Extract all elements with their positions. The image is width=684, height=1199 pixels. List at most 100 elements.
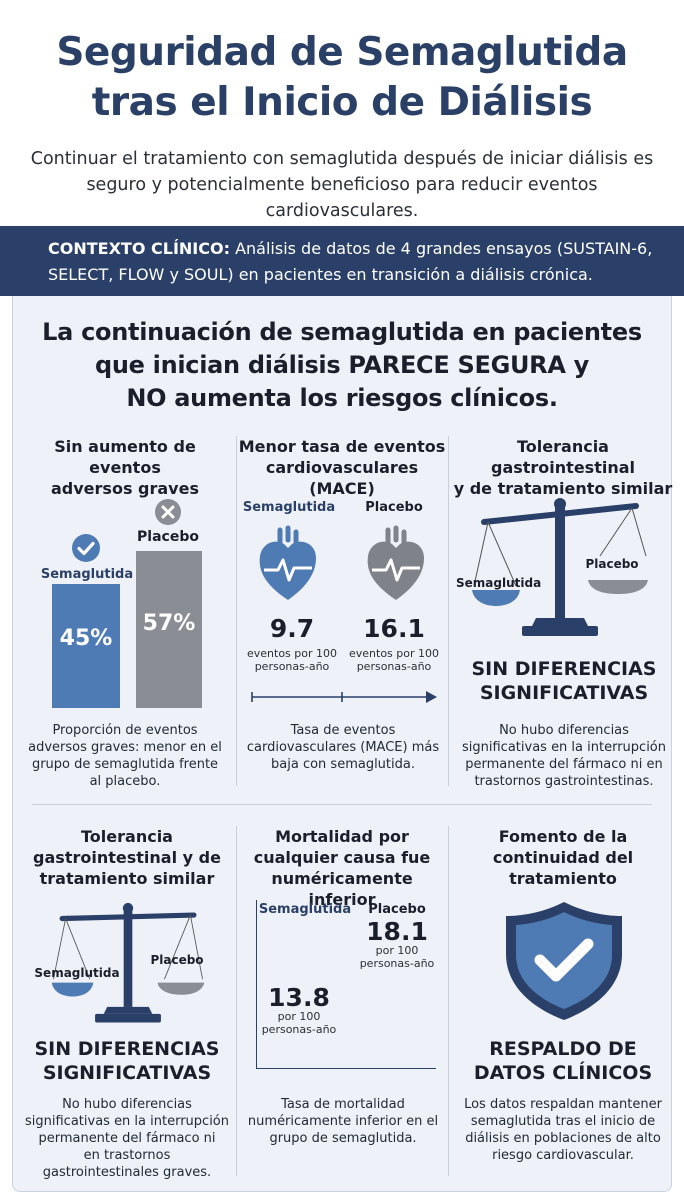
mace-unit-line2b: personas-año [356,660,432,673]
continuity-title: Fomento de la continuidad del tratamient… [452,826,674,889]
tolerance-top-title-line2: y de tratamiento similar [453,479,673,498]
findings-panel [12,296,672,1192]
continuity-result-line2: DATOS CLÍNICOS [473,1062,653,1084]
adverse-semaglutide-label: Semaglutida [40,567,134,582]
mace-caption-line3: baja con semaglutida. [271,757,415,772]
tolerance-top-placebo-label: Placebo [585,557,639,571]
page-title: Seguridad de Semaglutida tras el Inicio … [0,28,684,128]
arrow-right-icon [251,691,437,703]
mace-placebo-unit: eventos por 100 personas-año [346,647,442,673]
page-title-line2: tras el Inicio de Diálisis [91,80,593,125]
continuity-result-line1: RESPALDO DE [489,1038,637,1060]
context-text1: Análisis de datos de 4 grandes ensayos (… [229,239,653,258]
tolerance-bottom-result-line2: SIGNIFICATIVAS [42,1062,212,1084]
mace-unit-line1: eventos por 100 [246,647,337,660]
subtitle-line2: seguro y potencialmente beneficioso para… [86,175,598,221]
adverse-caption-line4: al placebo. [89,774,161,789]
divider-vertical-1a [236,436,237,786]
adverse-caption-line2: adversos graves: menor en el [28,740,222,755]
mortality-title-line2: cualquier causa fue [253,848,431,867]
mortality-semaglutide-unit-line2: personas-año [261,1023,337,1036]
mace-semaglutide-unit: eventos por 100 personas-año [244,647,340,673]
mace-unit-line1b: eventos por 100 [348,647,439,660]
mortality-placebo-label: Placebo [368,902,426,917]
tolerance-bottom-title-line1: Tolerancia [81,827,173,846]
mortality-placebo-unit-line2: personas-año [359,957,435,970]
tolerance-top-caption-line1: No hubo diferencias [499,723,629,738]
bar-semaglutide: 45% [52,584,120,708]
adverse-title-line1: Sin aumento de eventos [54,437,196,477]
mace-unit-line2: personas-año [254,660,330,673]
mace-title-line1: Menor tasa de eventos [238,437,446,456]
tolerance-bottom-caption-line4: en trastornos [83,1148,171,1163]
context-line2: SELECT, FLOW y SOUL) en pacientes en tra… [48,265,593,284]
mortality-caption-line2: numéricamente inferior en el [247,1114,439,1129]
subtitle-line1: Continuar el tratamiento con semaglutida… [30,149,654,169]
heart-icon [367,525,424,600]
headline-line1: La continuación de semaglutida en pacien… [42,318,642,346]
headline-line2: que inician diálisis PARECE SEGURA y [94,351,590,379]
tolerance-top-result-line1: SIN DIFERENCIAS [471,658,657,680]
adverse-caption: Proporción de eventos adversos graves: m… [24,722,226,790]
continuity-result: RESPALDO DE DATOS CLÍNICOS [452,1037,674,1085]
mace-semaglutide-value: 9.7 [269,614,315,643]
mace-caption: Tasa de eventos cardiovasculares (MACE) … [240,722,446,773]
tolerance-bottom-caption: No hubo diferencias significativas en la… [22,1096,232,1181]
mortality-semaglutide-unit: por 100 personas-año [254,1010,344,1036]
context-label: CONTEXTO CLÍNICO: [48,239,230,258]
adverse-events-title: Sin aumento de eventos adversos graves [22,436,228,499]
tolerance-bottom-caption-line3: permanente del fármaco ni [38,1131,216,1146]
mace-title-line2: cardiovasculares (MACE) [265,458,419,498]
mortality-axis-base [256,1068,436,1069]
mace-title: Menor tasa de eventos cardiovasculares (… [238,436,446,499]
continuity-caption-line4: riesgo cardiovascular. [492,1148,634,1163]
tolerance-title-top: Tolerancia gastrointestinal y de tratami… [450,436,676,499]
bar-placebo-value: 57% [142,611,196,637]
continuity-caption: Los datos respaldan mantener semaglutida… [452,1096,674,1164]
tolerance-bottom-title-line2: gastrointestinal y de [33,848,221,867]
shield-check-icon [506,902,622,1020]
key-finding-headline: La continuación de semaglutida en pacien… [0,316,684,415]
mortality-title-line3: numéricamente inferior [271,869,413,909]
tolerance-top-title-line1: Tolerancia gastrointestinal [490,437,635,477]
tolerance-top-caption: No hubo diferencias significativas en la… [452,722,676,790]
tolerance-bottom-caption-line2: significativas en la interrupción [25,1114,229,1129]
tolerance-bottom-result-line1: SIN DIFERENCIAS [34,1038,220,1060]
tolerance-bottom-caption-line5: gastrointestinales graves. [42,1165,212,1180]
balance-scale-icon [51,902,205,1023]
divider-vertical-2b [448,826,449,1176]
continuity-caption-line3: diálisis en poblaciones de alto [465,1131,661,1146]
mortality-semaglutide-unit-line1: por 100 [277,1010,321,1023]
tolerance-top-caption-line2: significativas en la interrupción [462,740,666,755]
mortality-placebo-unit-line1: por 100 [375,944,419,957]
mace-caption-line2: cardiovasculares (MACE) más [246,740,440,755]
continuity-title-line3: tratamiento [509,869,617,888]
tolerance-bottom-title-line3: tratamiento similar [39,869,215,888]
mace-placebo-label: Placebo [365,500,423,515]
mace-semaglutide-label: Semaglutida [242,500,336,515]
divider-vertical-1b [236,826,237,1176]
tolerance-top-result: SIN DIFERENCIAS SIGNIFICATIVAS [452,657,676,705]
mortality-semaglutide-value: 13.8 [268,983,330,1012]
adverse-title-line2: adversos graves [51,479,199,498]
tolerance-top-semaglutide-label: Semaglutida [456,576,542,590]
tolerance-bottom-semaglutide-label: Semaglutida [34,966,120,980]
tolerance-top-result-line2: SIGNIFICATIVAS [479,682,649,704]
context-line1: CONTEXTO CLÍNICO: Análisis de datos de 4… [48,236,668,262]
mace-caption-line1: Tasa de eventos [290,723,396,738]
clinical-context-banner: CONTEXTO CLÍNICO: Análisis de datos de 4… [0,226,684,296]
mortality-placebo-unit: por 100 personas-año [352,944,442,970]
mortality-semaglutide-label: Semaglutida [258,902,352,917]
mortality-caption: Tasa de mortalidad numéricamente inferio… [240,1096,446,1147]
bar-placebo: 57% [136,551,202,708]
adverse-placebo-label: Placebo [137,529,199,545]
mortality-axis [256,900,257,1068]
check-icon [72,534,100,562]
mortality-caption-line3: grupo de semaglutida. [269,1131,417,1146]
continuity-caption-line1: Los datos respaldan mantener [464,1097,662,1112]
tolerance-title-bottom: Tolerancia gastrointestinal y de tratami… [22,826,232,889]
tolerance-top-caption-line3: permanente del fármaco ni en [465,757,663,772]
continuity-caption-line2: semaglutida tras el inicio de [470,1114,656,1129]
mortality-title: Mortalidad por cualquier causa fue numér… [238,826,446,910]
tolerance-bottom-caption-line1: No hubo diferencias [62,1097,192,1112]
